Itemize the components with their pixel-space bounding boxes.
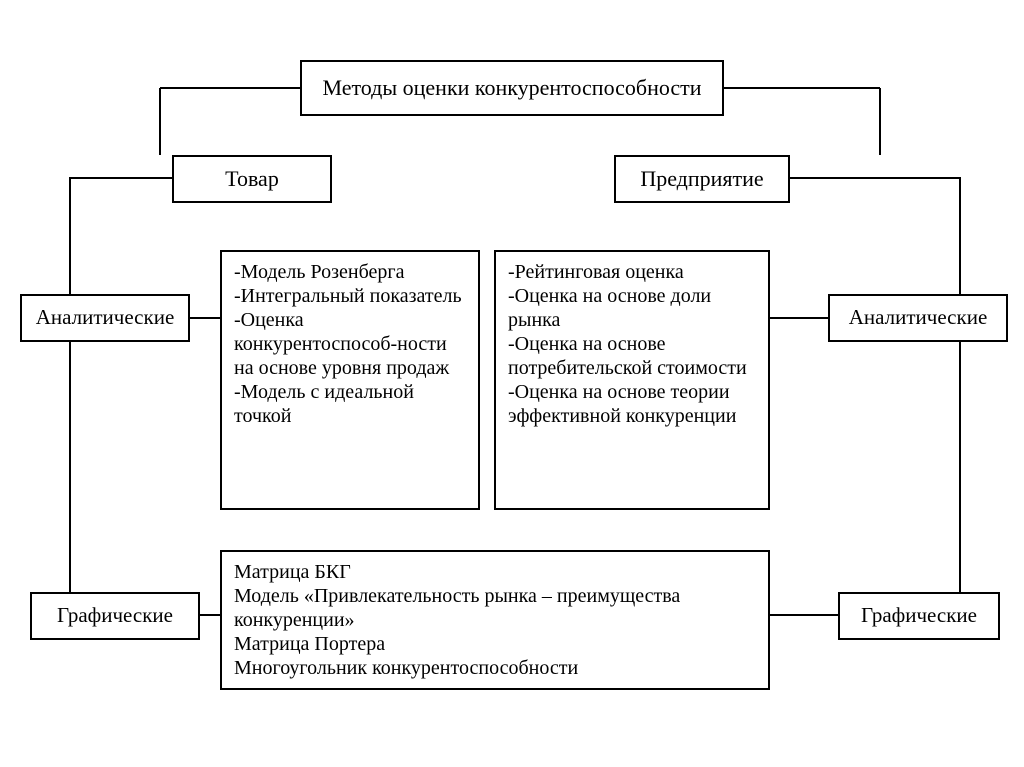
analytic-right-label: Аналитические [849, 305, 988, 330]
product-node: Товар [172, 155, 332, 203]
graphic-left-node: Графические [30, 592, 200, 640]
list-item: Матрица БКГ [234, 560, 756, 584]
list-item: Модель «Привлекательность рынка – преиму… [234, 584, 756, 632]
list-item: -Интегральный показатель [234, 284, 466, 308]
list-item: -Оценка на основе доли рынка [508, 284, 756, 332]
graphic-shared-content: Матрица БКГ Модель «Привлекательность ры… [220, 550, 770, 690]
graphic-right-node: Графические [838, 592, 1000, 640]
analytic-right-node: Аналитические [828, 294, 1008, 342]
list-item: -Рейтинговая оценка [508, 260, 756, 284]
analytic-left-node: Аналитические [20, 294, 190, 342]
enterprise-label: Предприятие [640, 166, 763, 192]
enterprise-analytic-content: -Рейтинговая оценка -Оценка на основе до… [494, 250, 770, 510]
list-item: -Оценка на основе теории эффективной кон… [508, 380, 756, 428]
analytic-left-label: Аналитические [36, 305, 175, 330]
list-item: -Модель Розенберга [234, 260, 466, 284]
list-item: Матрица Портера [234, 632, 756, 656]
list-item: -Модель с идеальной точкой [234, 380, 466, 428]
graphic-right-label: Графические [861, 603, 977, 628]
root-label: Методы оценки конкурентоспособности [322, 75, 701, 101]
list-item: -Оценка на основе потребительской стоимо… [508, 332, 756, 380]
list-item: -Оценка конкурентоспособ-ности на основе… [234, 308, 466, 380]
list-item: Многоугольник конкурентоспособности [234, 656, 756, 680]
graphic-left-label: Графические [57, 603, 173, 628]
product-label: Товар [225, 166, 279, 192]
product-analytic-content: -Модель Розенберга -Интегральный показат… [220, 250, 480, 510]
root-node: Методы оценки конкурентоспособности [300, 60, 724, 116]
diagram-canvas: Методы оценки конкурентоспособности Това… [0, 0, 1024, 767]
enterprise-node: Предприятие [614, 155, 790, 203]
